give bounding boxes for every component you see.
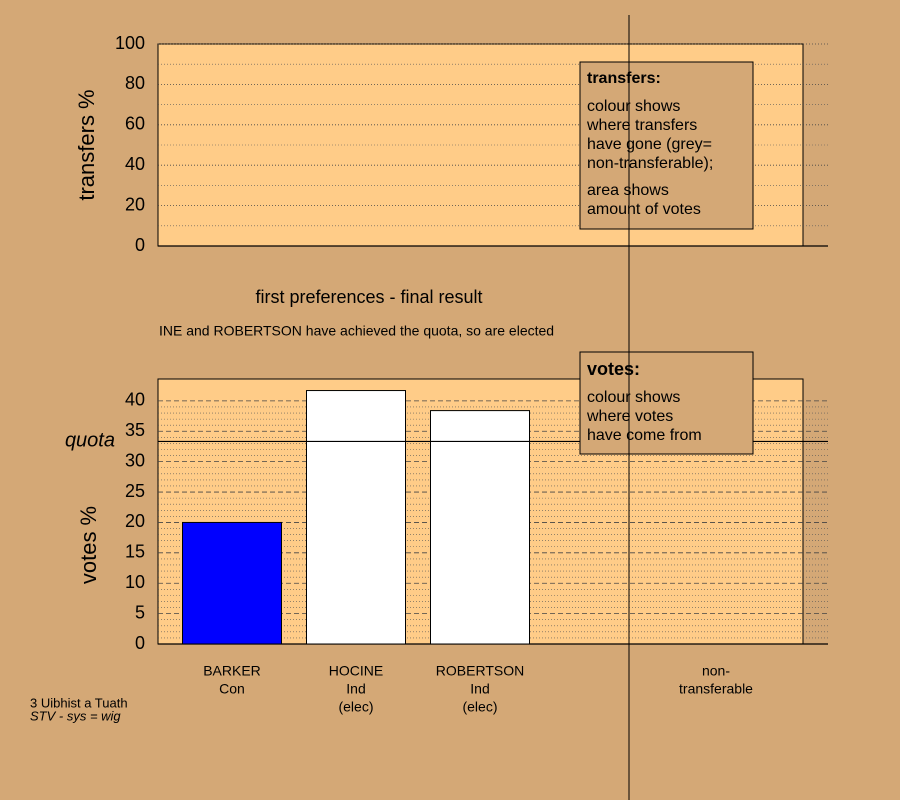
chart-title: first preferences - final result (255, 287, 482, 307)
y-axis-label: transfers % (74, 89, 99, 200)
footer-text: STV - sys = wig (30, 708, 121, 723)
legend-title: transfers: (587, 70, 661, 87)
legend-text: colour shows (587, 98, 680, 115)
legend-box (579, 61, 754, 230)
x-tick-label: Ind (346, 681, 365, 697)
legend-title: votes: (587, 359, 640, 379)
bar (182, 521, 282, 645)
bar (430, 410, 530, 645)
y-tick-label: 100 (115, 33, 145, 53)
y-tick-label: 0 (135, 235, 145, 255)
x-tick-label: (elec) (338, 699, 373, 715)
legend-box (579, 351, 754, 455)
y-tick-label: 80 (125, 73, 145, 93)
x-tick-label: ROBERTSON (436, 663, 524, 679)
y-tick-label: 40 (125, 154, 145, 174)
y-tick-label: 35 (125, 420, 145, 440)
y-tick-label: 20 (125, 511, 145, 531)
x-tick-label: (elec) (462, 699, 497, 715)
chart-subtitle: INE and ROBERTSON have achieved the quot… (159, 323, 554, 339)
y-tick-label: 60 (125, 114, 145, 134)
bar (306, 390, 406, 645)
footer-text: 3 Uibhist a Tuath (30, 695, 128, 710)
legend-text: area shows (587, 182, 669, 199)
y-tick-label: 15 (125, 542, 145, 562)
legend-text: non-transferable); (587, 155, 713, 172)
legend-text: have come from (587, 427, 702, 444)
y-axis-label: votes % (76, 506, 101, 584)
y-tick-label: 5 (135, 602, 145, 622)
y-tick-label: 0 (135, 633, 145, 653)
quota-label: quota (65, 430, 115, 452)
y-tick-label: 10 (125, 572, 145, 592)
x-tick-label: non- (702, 663, 730, 679)
y-tick-label: 20 (125, 194, 145, 214)
legend-text: where votes (586, 408, 673, 425)
y-tick-label: 40 (125, 390, 145, 410)
y-tick-label: 30 (125, 450, 145, 470)
legend-text: where transfers (586, 117, 697, 134)
legend-text: have gone (grey= (587, 136, 712, 153)
x-tick-label: Ind (470, 681, 489, 697)
legend-text: colour shows (587, 389, 680, 406)
x-tick-label: Con (219, 681, 245, 697)
legend-text: amount of votes (587, 201, 701, 218)
y-tick-label: 25 (125, 481, 145, 501)
x-tick-label: HOCINE (329, 663, 383, 679)
x-tick-label: BARKER (203, 663, 261, 679)
x-tick-label: transferable (679, 681, 753, 697)
